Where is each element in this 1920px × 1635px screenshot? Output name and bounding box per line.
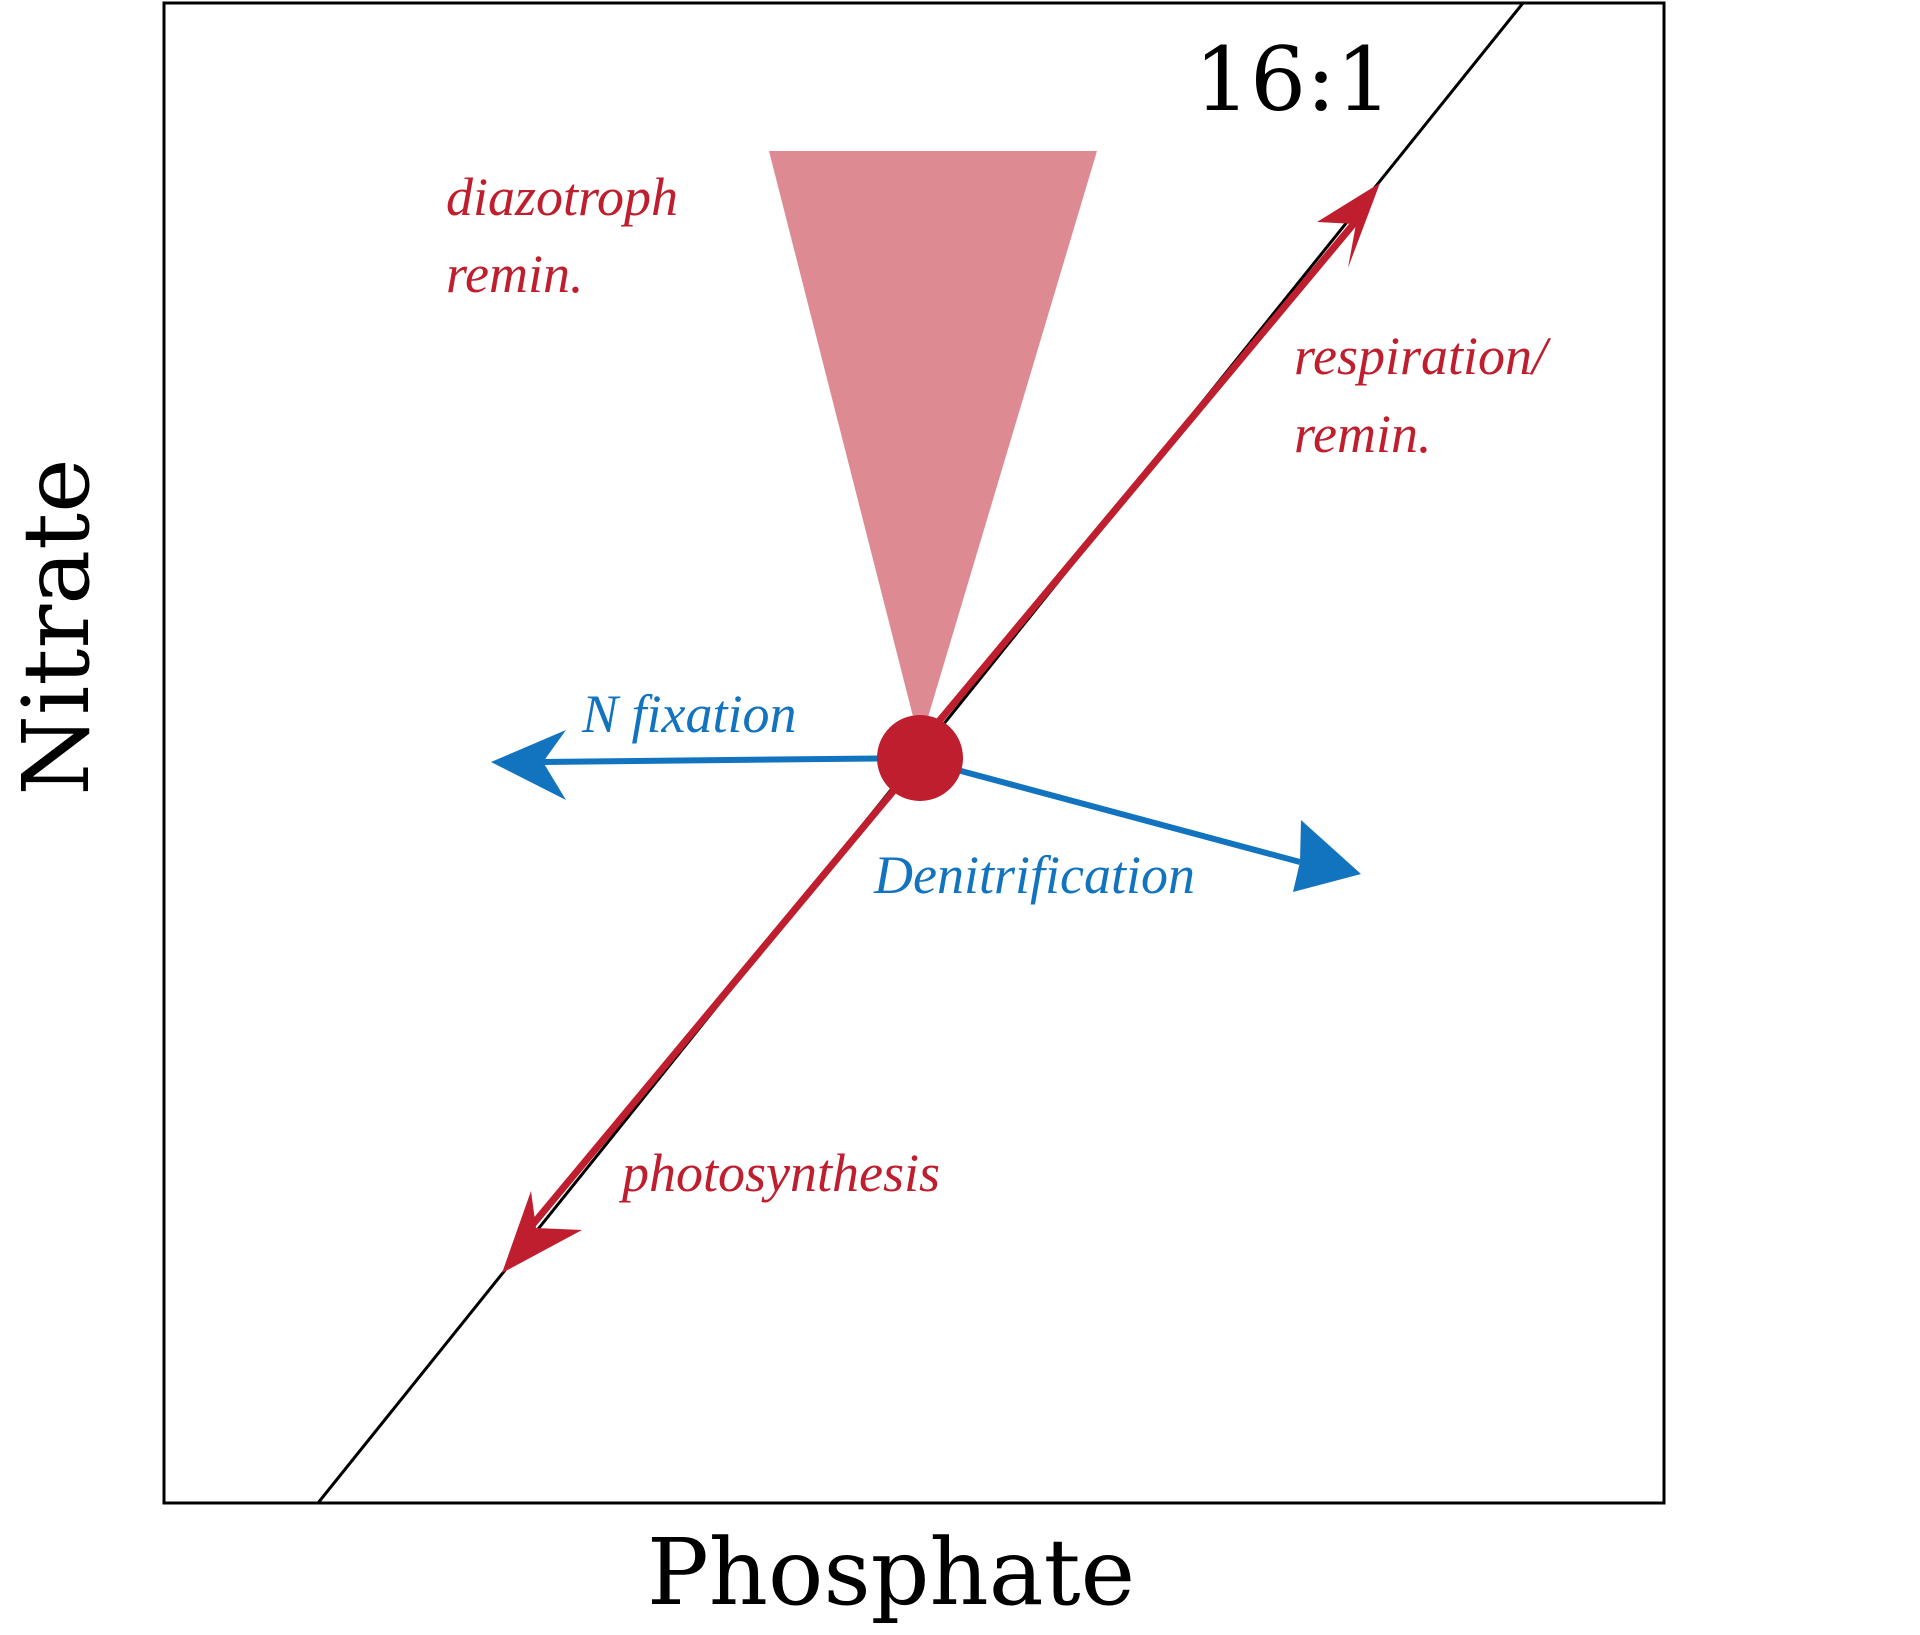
photosynthesis-arrowhead <box>502 1191 582 1273</box>
respiration-arrowhead <box>1317 183 1380 268</box>
respiration-label-line-2: remin. <box>1294 404 1431 464</box>
x-axis-label: Phosphate <box>647 1519 1135 1626</box>
n-fixation-arrow-shaft <box>541 755 921 765</box>
ocean-state-point <box>877 715 963 801</box>
n-fixation-arrowhead <box>491 730 566 800</box>
photosynthesis-arrow-shaft <box>521 756 923 1238</box>
diazotroph-label-line-2: remin. <box>446 244 583 304</box>
denitrification-arrowhead <box>1293 820 1361 892</box>
respiration-label-line-1: respiration/ <box>1294 326 1552 386</box>
y-axis-label: Nitrate <box>3 458 110 795</box>
photosynthesis-label: photosynthesis <box>618 1143 940 1203</box>
ratio-label: 16:1 <box>1194 28 1392 131</box>
plot-frame <box>162 1 1666 1505</box>
n-fixation-label: N fixation <box>581 684 797 744</box>
denitrification-arrow-shaft <box>919 757 1301 865</box>
respiration-label: respiration/ remin. <box>1294 326 1561 464</box>
diazotroph-remin-wedge <box>769 151 1097 744</box>
diazotroph-label-line-1: diazotroph <box>446 167 678 227</box>
respiration-arrow-shaft <box>917 206 1369 747</box>
denitrification-label: Denitrification <box>873 845 1195 905</box>
diazotroph-label: diazotroph remin. <box>446 167 692 304</box>
